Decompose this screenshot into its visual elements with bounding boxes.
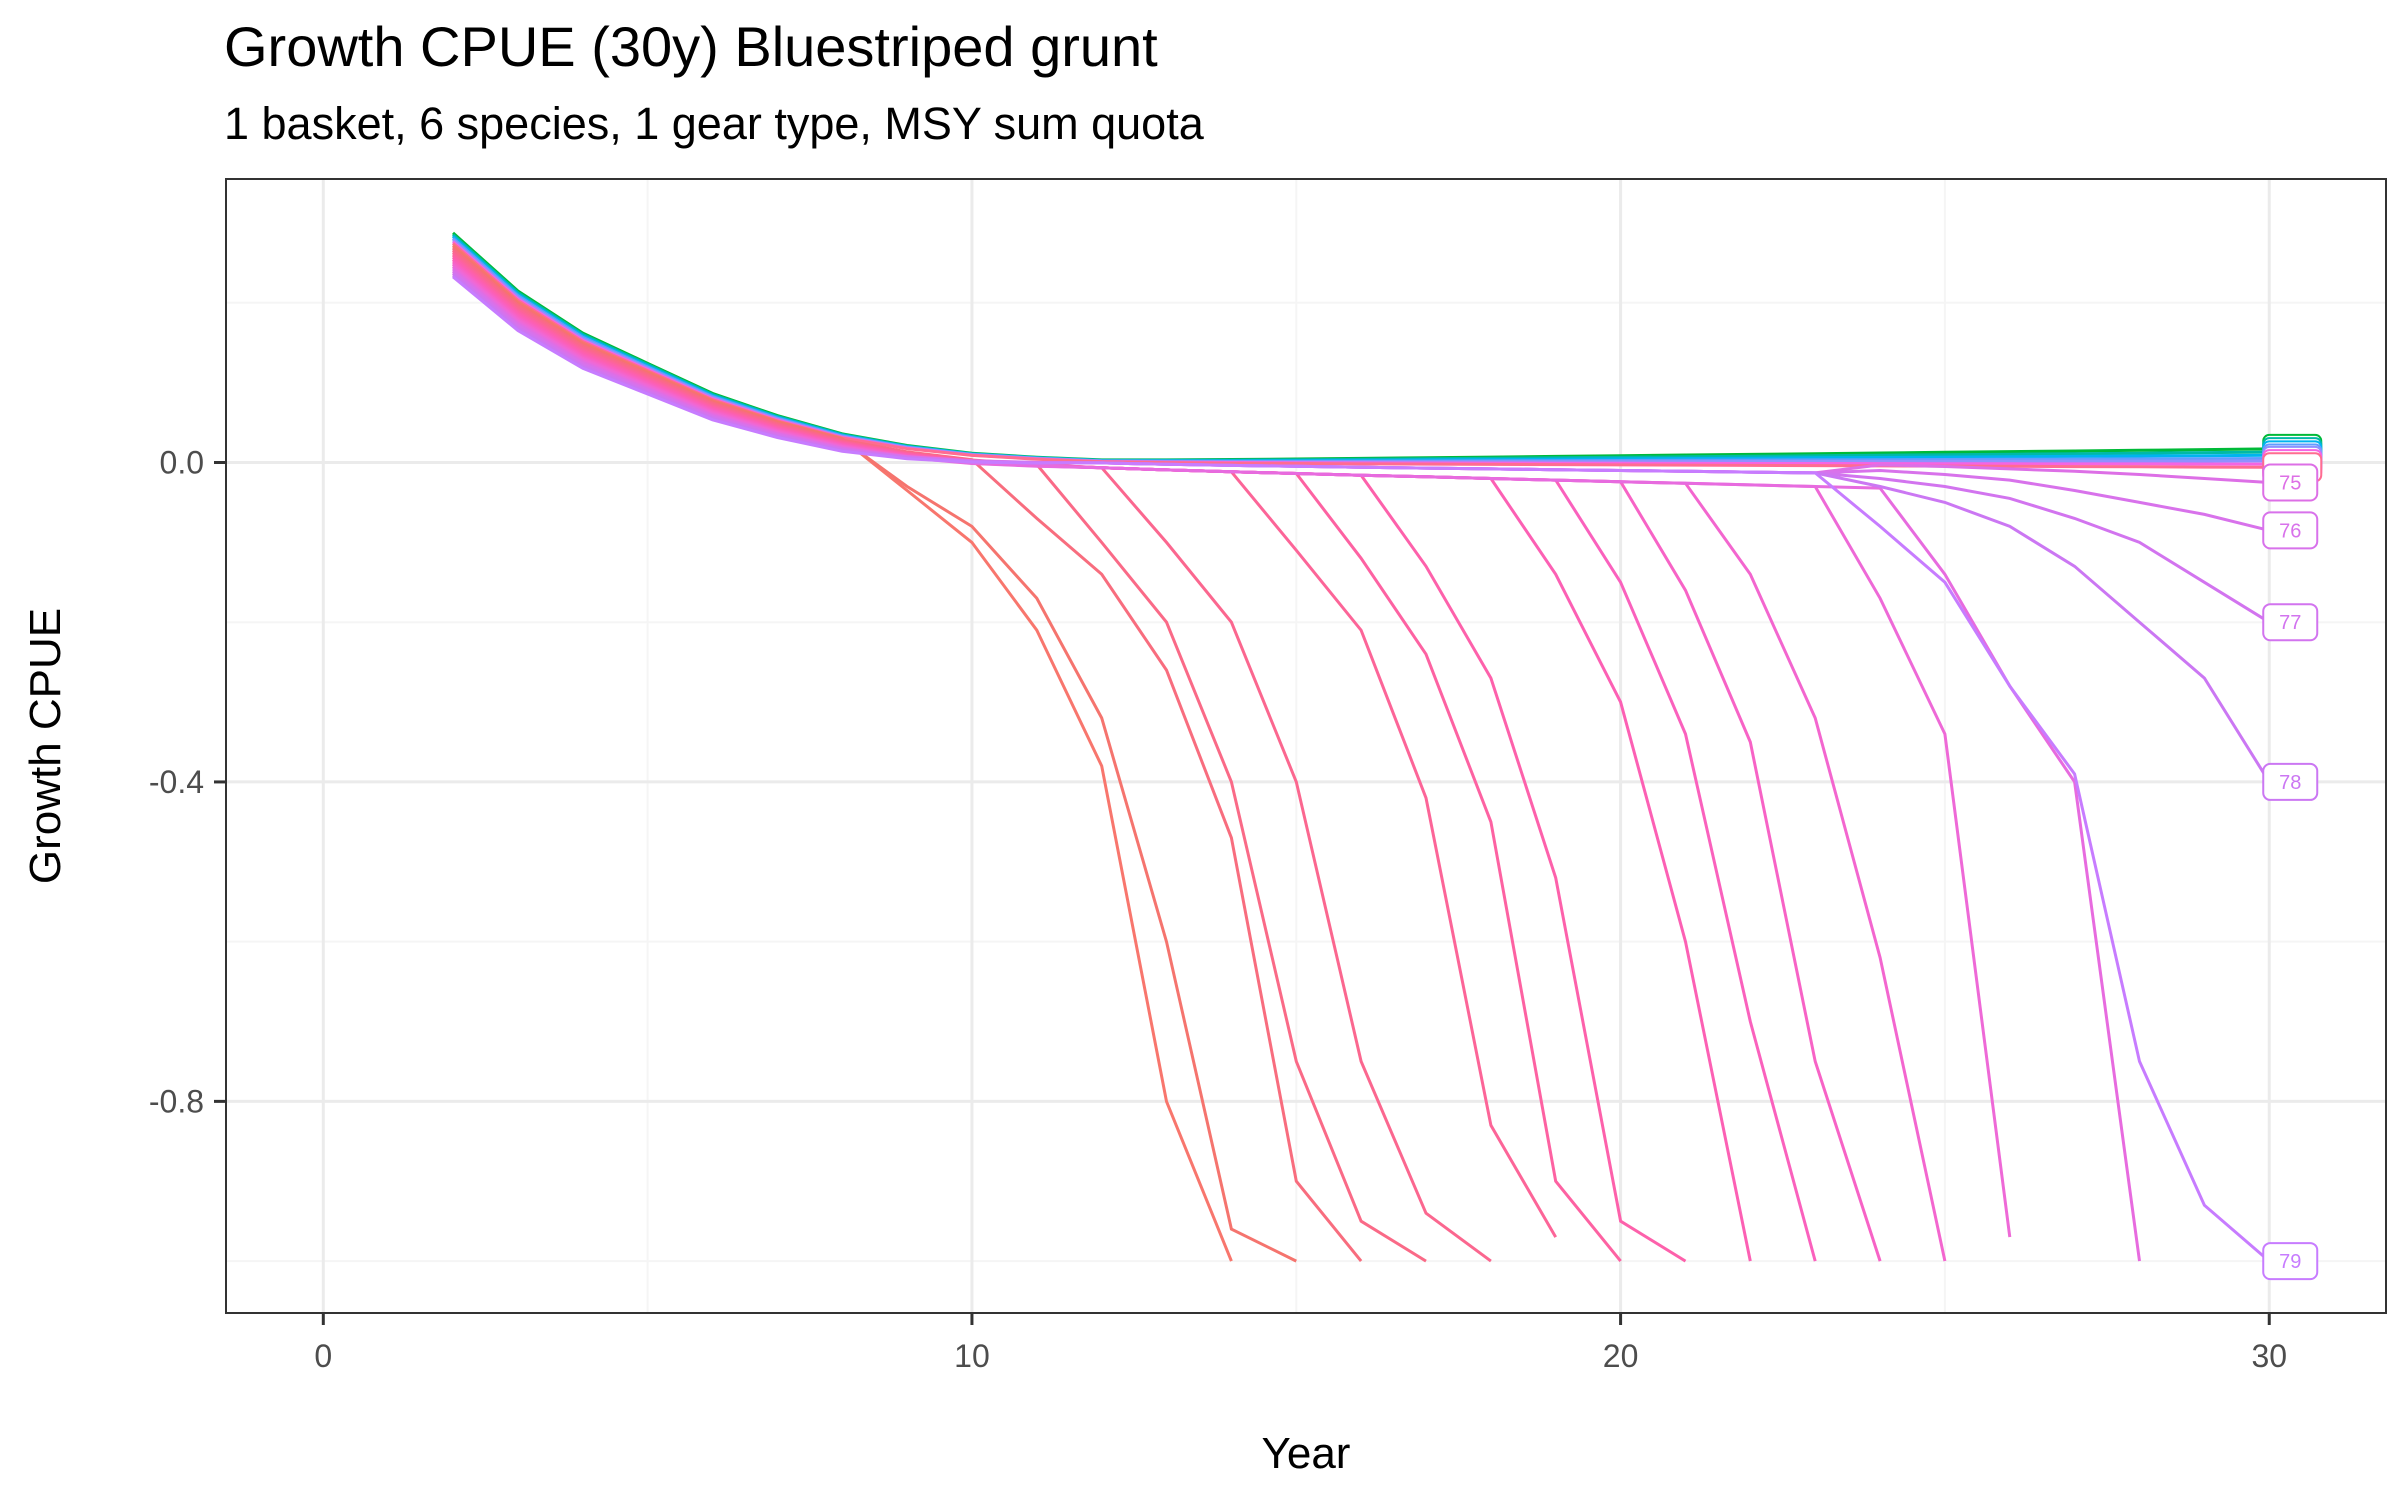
series-line [452,235,2270,463]
series-line [452,261,1882,1262]
series-line [452,244,1233,1262]
x-tick-label: 20 [1603,1338,1639,1374]
y-tick-label: 0.0 [160,445,204,481]
y-axis-title: Growth CPUE [21,608,70,884]
end-label-box [2262,463,2319,502]
series-line [452,240,2270,466]
series-line [452,259,1817,1262]
x-tick-label: 30 [2251,1338,2287,1374]
x-axis-title: Year [1262,1429,1351,1478]
end-label-box [2262,1242,2319,1281]
series-line [452,273,2271,783]
end-label: 77 [2279,612,2301,634]
series-lines [451,231,2271,1263]
end-label: 76 [2279,520,2301,542]
chart-subtitle: 1 basket, 6 species, 1 gear type, MSY su… [224,98,1204,149]
series-line [452,233,2270,462]
series-line [452,247,1363,1263]
end-label-box [2262,603,2319,642]
series-line [452,249,1427,1263]
series-line [452,275,2271,1263]
series-line [452,242,2270,469]
y-tick-label: -0.8 [149,1083,204,1119]
end-label-box [2262,762,2319,801]
series-line [452,272,2270,624]
panel-border [225,178,2387,1314]
x-tick-label: 10 [954,1338,990,1374]
series-line [452,265,2012,1238]
axes: 0 10 20 30 0.0 -0.4 -0.8 [149,445,2287,1375]
chart-title: Growth CPUE (30y) Bluestriped grunt [224,15,1158,78]
series-line [452,237,2270,463]
series-line [452,256,1687,1263]
end-label-box [2262,511,2319,550]
end-label: 75 [2279,472,2301,494]
x-tick-label: 0 [314,1338,332,1374]
end-label: 79 [2279,1251,2301,1273]
series-line [451,231,2270,462]
series-line [452,254,1622,1263]
y-tick-label: -0.4 [149,764,204,800]
end-label: 78 [2279,772,2301,794]
end-labels: 75 76 77 78 79 [2262,433,2323,1281]
series-line [452,252,1557,1238]
series-line [452,238,2270,464]
